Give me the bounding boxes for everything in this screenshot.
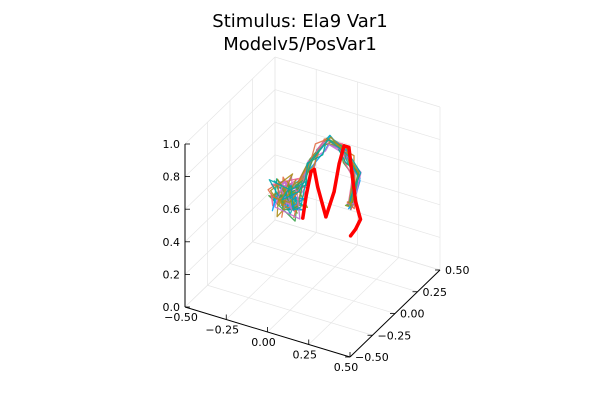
- gridline: [184, 219, 276, 308]
- highlight-trace-point: [304, 194, 308, 198]
- highlight-trace-point: [353, 199, 358, 204]
- background-trace: [268, 139, 362, 211]
- x-tick-label: 0.25: [293, 349, 318, 362]
- z-tick-label: 0.6: [163, 203, 181, 216]
- highlight-trace-point: [312, 167, 316, 171]
- gridline: [274, 121, 441, 173]
- gridline: [274, 89, 441, 140]
- highlight-trace-point: [309, 170, 313, 174]
- y-tick-label: 0.00: [400, 308, 425, 321]
- x-tick-label: 0.00: [251, 336, 276, 349]
- chart-title-line-2: Modelv5/PosVar1: [223, 34, 377, 55]
- z-tick-label: 0.2: [163, 268, 181, 281]
- highlight-trace-point: [350, 174, 354, 178]
- gridline: [184, 121, 276, 210]
- gridline: [229, 263, 396, 314]
- x-tick-label: −0.25: [205, 324, 239, 337]
- y-tick-label: 0.50: [445, 264, 470, 277]
- gridline: [184, 187, 276, 275]
- y-tick-label: −0.25: [378, 329, 412, 342]
- gridline: [252, 241, 418, 293]
- z-tick-label: 0.0: [163, 301, 181, 314]
- highlight-trace-point: [337, 162, 341, 166]
- highlight-trace-point: [332, 190, 336, 194]
- gridline: [184, 154, 276, 243]
- highlight-trace-point: [342, 144, 346, 148]
- highlight-trace-point: [358, 217, 363, 221]
- gridline: [184, 56, 276, 145]
- axes: [184, 143, 441, 358]
- y-tick-label: 0.25: [423, 286, 448, 299]
- x-tick-label: 0.50: [334, 361, 359, 374]
- tick-labels: −0.50−0.250.000.250.50−0.50−0.250.000.25…: [163, 138, 470, 374]
- z-tick-label: 0.8: [163, 171, 181, 184]
- highlight-series: [301, 144, 363, 238]
- highlight-trace-point: [301, 216, 305, 220]
- highlight-trace-point: [316, 185, 320, 189]
- gridline: [207, 284, 373, 336]
- gridline: [274, 56, 441, 108]
- highlight-trace-point: [349, 234, 353, 238]
- gridline: [184, 89, 276, 177]
- z-tick-label: 0.4: [163, 236, 181, 249]
- y-tick-label: −0.50: [355, 351, 389, 364]
- x-tick-label: −0.50: [164, 311, 198, 324]
- gridline: [274, 219, 441, 271]
- highlight-trace-point: [353, 227, 358, 231]
- highlight-trace-point: [324, 215, 328, 219]
- z-tick-label: 1.0: [163, 138, 181, 151]
- highlight-trace-point: [347, 145, 351, 149]
- chart-title-line-1: Stimulus: Ela9 Var1: [212, 11, 387, 32]
